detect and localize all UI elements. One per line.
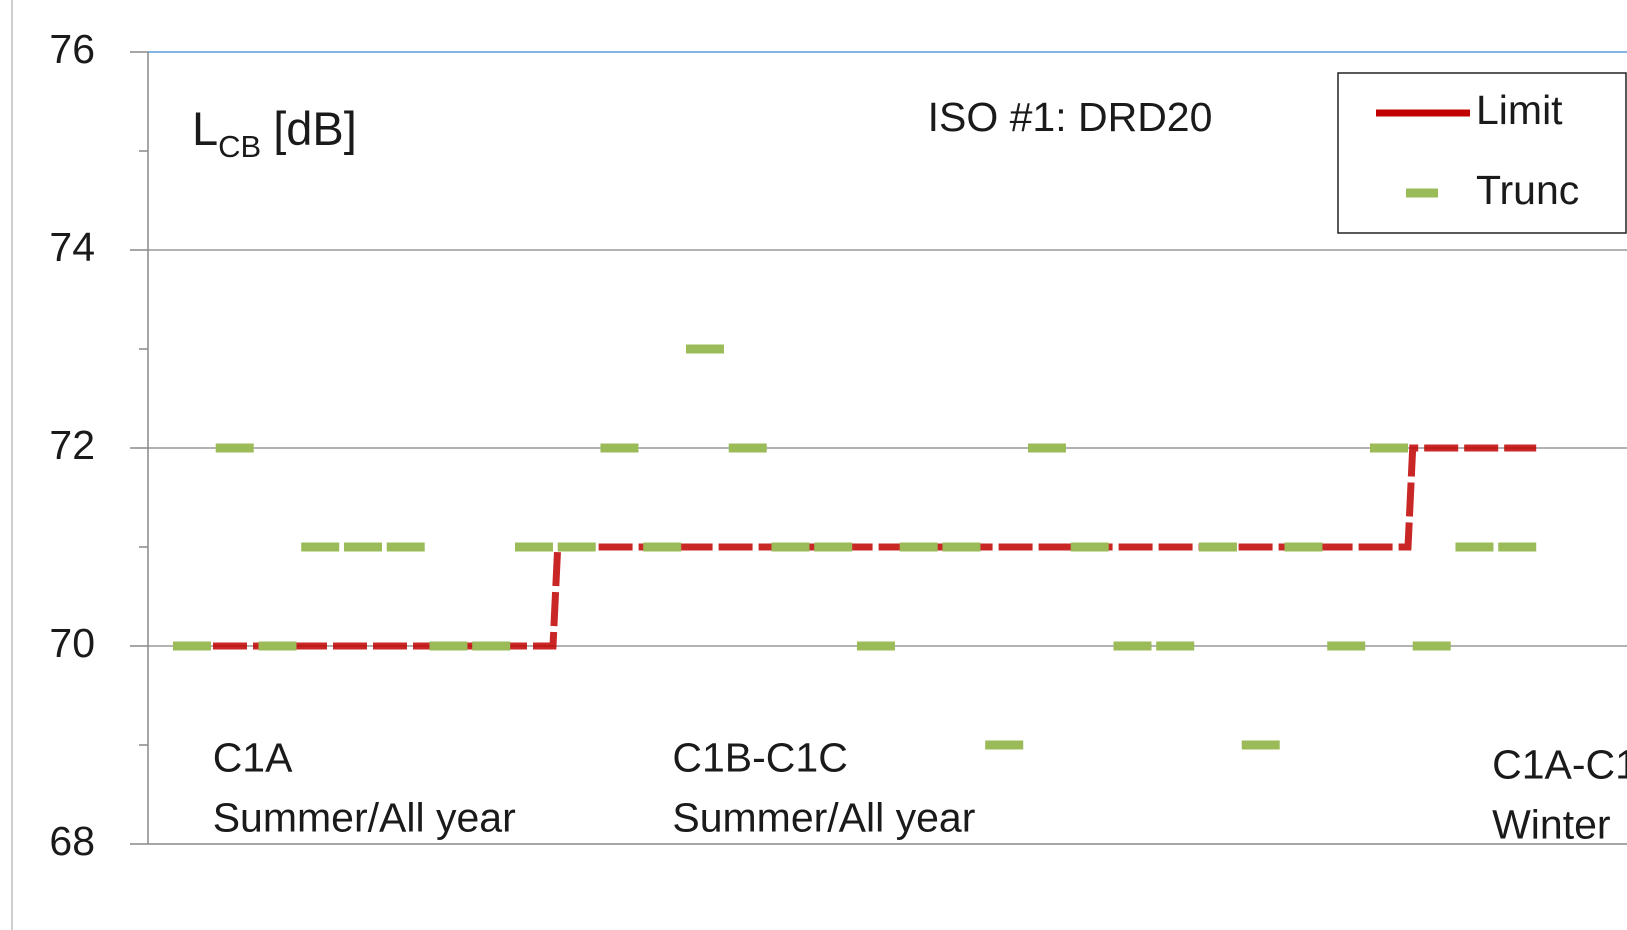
y-axis-label: LCB [dB]: [192, 102, 357, 164]
chart-title: ISO #1: DRD20: [928, 94, 1213, 140]
annotation: Summer/All year: [672, 794, 975, 840]
trunc-marker: [985, 740, 1024, 750]
trunc-marker: [1412, 641, 1451, 651]
trunc-marker: [1369, 443, 1408, 453]
legend-label: Limit: [1476, 87, 1563, 133]
trunc-marker: [1070, 542, 1109, 552]
trunc-marker: [1327, 641, 1366, 651]
trunc-marker: [1455, 542, 1494, 552]
y-tick-label: 74: [49, 224, 95, 270]
trunc-marker: [472, 641, 511, 651]
annotation: Summer/All year: [213, 794, 516, 840]
trunc-marker: [899, 542, 938, 552]
trunc-marker: [728, 443, 767, 453]
trunc-marker: [643, 542, 682, 552]
trunc-marker: [1027, 443, 1066, 453]
legend-label: Trunc: [1476, 167, 1579, 213]
y-tick-label: 68: [49, 818, 95, 864]
trunc-marker: [215, 443, 254, 453]
trunc-marker: [814, 542, 853, 552]
legend-box: [1337, 72, 1627, 234]
trunc-marker: [386, 542, 425, 552]
trunc-marker: [600, 443, 639, 453]
trunc-marker: [942, 542, 981, 552]
trunc-marker: [685, 344, 724, 354]
annotation: C1A: [213, 734, 293, 780]
annotation: C1A-C1B: [1492, 742, 1627, 788]
y-tick-label: 72: [49, 422, 95, 468]
trunc-marker: [1156, 641, 1195, 651]
trunc-marker: [301, 542, 340, 552]
trunc-marker: [1198, 542, 1237, 552]
y-label-main: L: [192, 102, 218, 155]
y-tick-label: 70: [49, 620, 95, 666]
y-tick-label: 76: [49, 26, 95, 72]
trunc-marker: [514, 542, 553, 552]
trunc-marker: [343, 542, 382, 552]
y-label-unit: [dB]: [273, 102, 357, 155]
legend-swatch: [1406, 188, 1438, 198]
annotation: Winter: [1492, 802, 1610, 848]
trunc-marker: [1113, 641, 1152, 651]
trunc-marker: [429, 641, 468, 651]
trunc-marker: [771, 542, 810, 552]
trunc-marker: [258, 641, 297, 651]
trunc-marker: [172, 641, 211, 651]
y-label-sub: CB: [218, 129, 261, 164]
trunc-marker: [1284, 542, 1323, 552]
annotation: C1B-C1C: [672, 734, 847, 780]
trunc-marker: [856, 641, 895, 651]
trunc-marker: [1498, 542, 1537, 552]
trunc-marker: [557, 542, 596, 552]
trunc-marker: [1241, 740, 1280, 750]
